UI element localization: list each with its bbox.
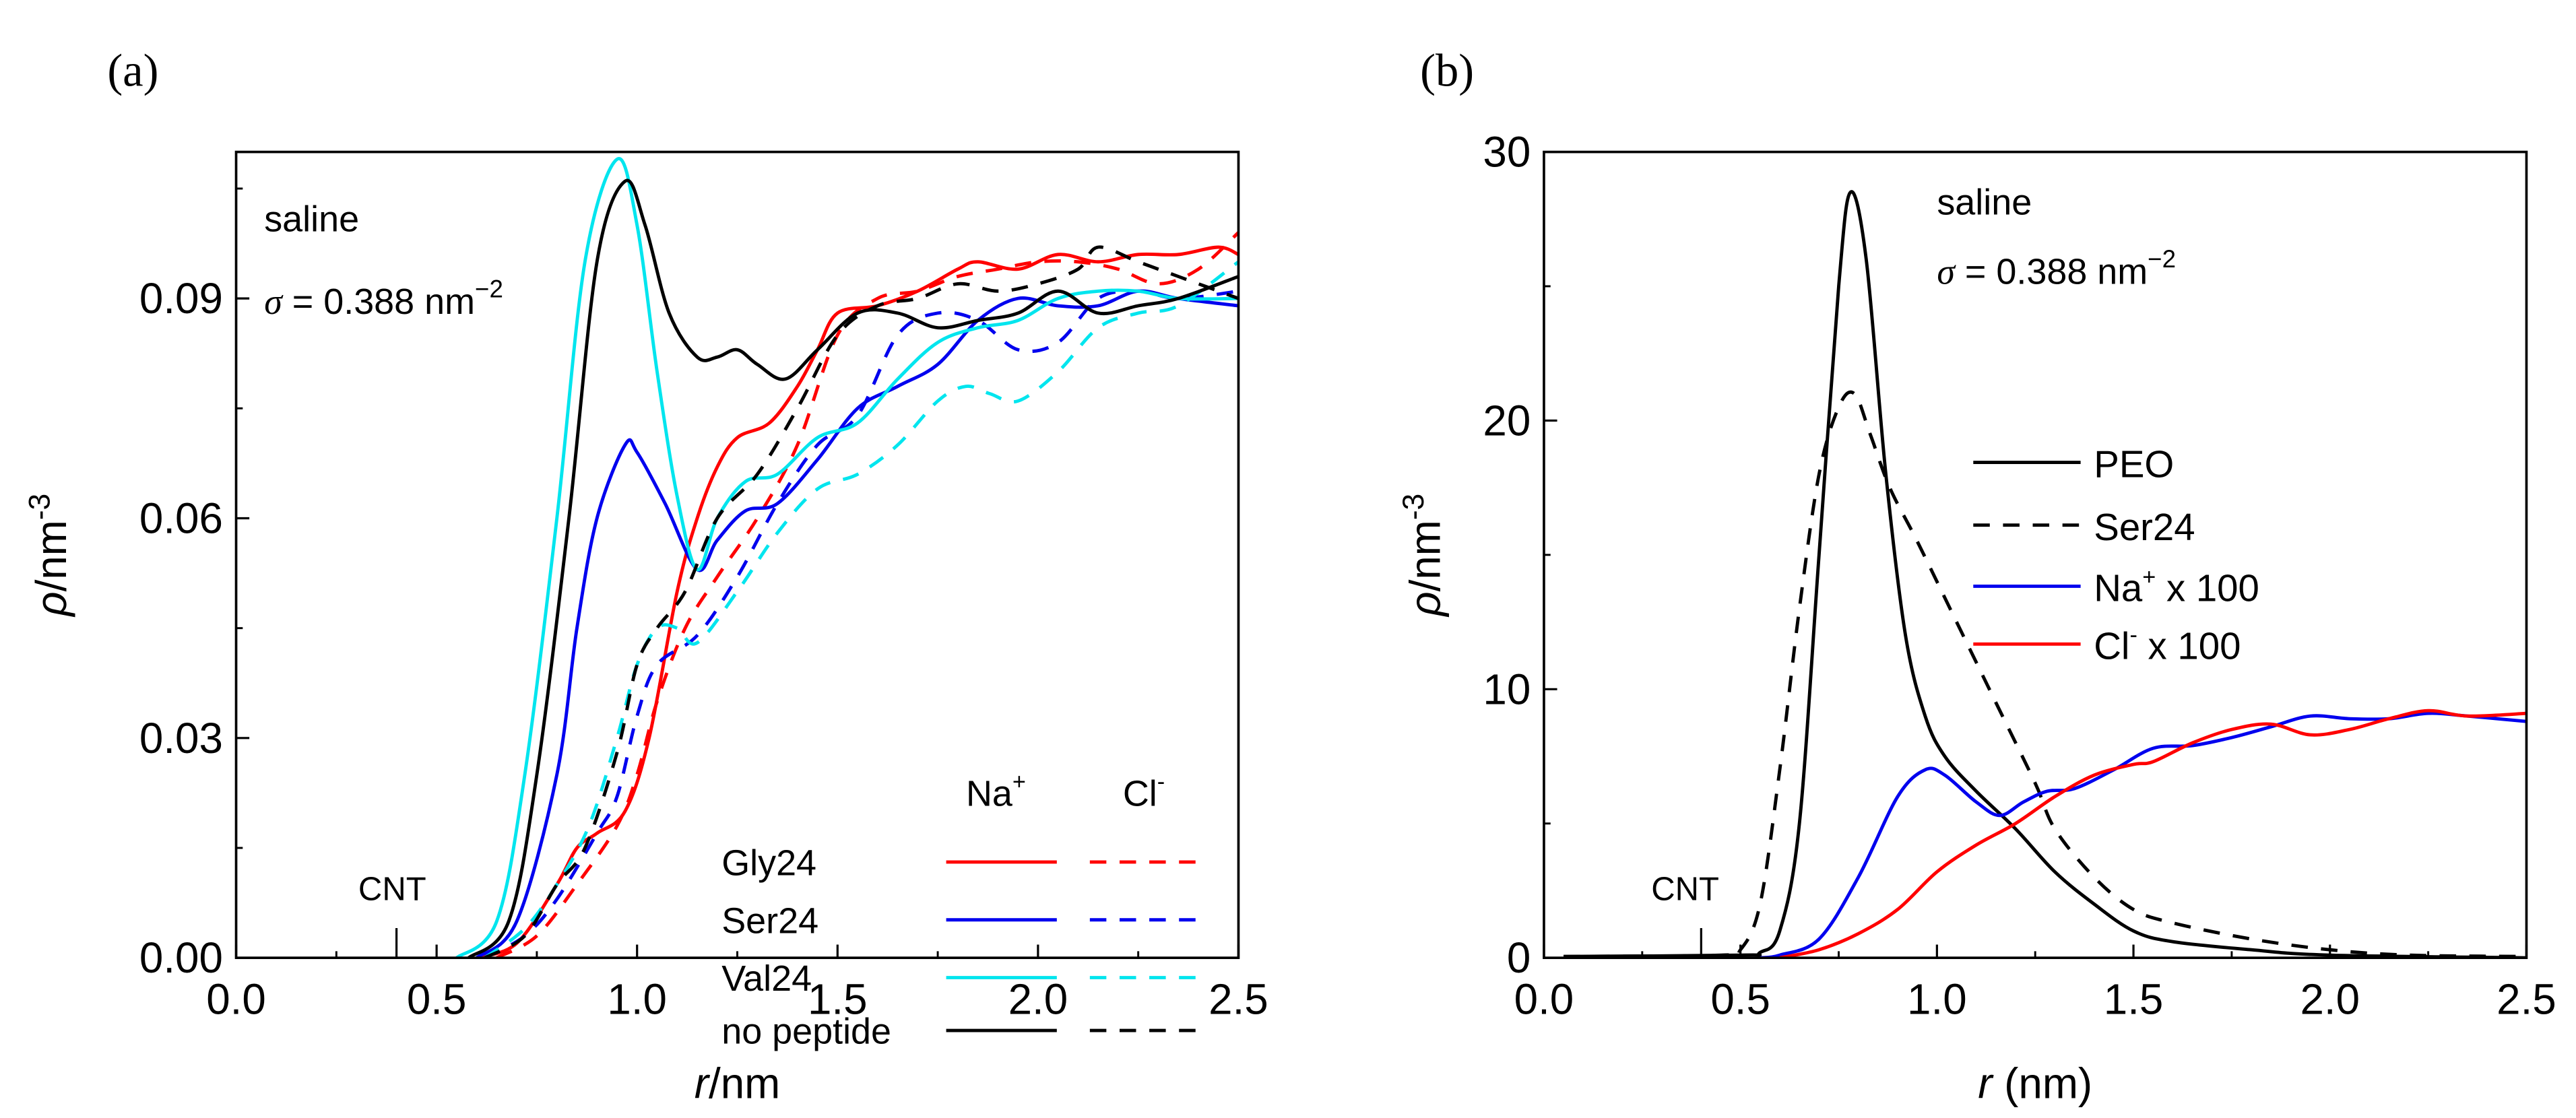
cnt-label: CNT	[1651, 871, 1719, 907]
legend: Na+ Cl- Gly24 Ser24 Val24 no peptide	[721, 769, 1199, 1052]
series-line-val24-cl	[484, 260, 1239, 958]
y-tick-label: 0	[1507, 933, 1531, 982]
legend-label: Ser24	[2094, 506, 2195, 548]
legend-label: Na+ x 100	[2094, 564, 2259, 610]
x-tick-label: 2.5	[1209, 975, 1268, 1024]
sigma-value: = 0.388 nm	[282, 282, 475, 322]
legend-label-suffix: x 100	[2156, 567, 2259, 610]
x-tick-label: 0.0	[206, 975, 266, 1024]
legend-header-cl: Cl-	[1123, 769, 1165, 814]
sigma-value: = 0.388 nm	[1955, 252, 2148, 292]
y-tick-label: 0.09	[139, 274, 223, 323]
y-axis-label: ρ/nm-3	[1397, 494, 1450, 618]
y-tick-label: 30	[1483, 128, 1531, 176]
legend-label: Ser24	[721, 900, 818, 941]
series-line-val24-na	[455, 157, 1239, 958]
x-tick-label: 2.0	[1008, 975, 1068, 1024]
series-line-gly24-cl	[496, 231, 1239, 958]
legend-header-sup: -	[1157, 769, 1165, 795]
legend-label: Val24	[721, 958, 812, 999]
y-axis-label: ρ/nm-3	[24, 494, 76, 618]
x-tick-label: 2.0	[2300, 975, 2360, 1024]
panel-a: (a) 0.0 0.5 1.0 1.5 2.0 2.5 0.00 0.03 0.06 0.09 r/n…	[24, 44, 1268, 1107]
y-axis-label-exponent: -3	[24, 494, 57, 520]
series-line-na-x-100	[1760, 711, 2527, 958]
x-tick-label: 1.0	[1907, 975, 1967, 1024]
y-axis-label-unit: /nm	[1401, 520, 1450, 591]
annotation-saline: saline	[264, 199, 359, 239]
sigma-symbol: σ	[264, 282, 284, 322]
series-line-gly24-na	[476, 245, 1239, 958]
x-tick-label: 0.0	[1514, 975, 1574, 1024]
y-axis-label-unit: /nm	[27, 520, 75, 591]
legend-label-sup: -	[2129, 622, 2137, 648]
x-axis-label: r/nm	[695, 1059, 780, 1108]
plot-frame	[234, 150, 1240, 959]
series-line-ser24-cl	[484, 289, 1239, 958]
legend-header-text: Na	[966, 774, 1012, 814]
series-line-ser24	[1564, 390, 2527, 958]
legend-label-sup: +	[2142, 564, 2156, 590]
cnt-label: CNT	[358, 871, 426, 907]
series-line-peo	[1564, 190, 2527, 958]
annotation-saline: saline	[1937, 183, 2032, 223]
legend-label: Gly24	[721, 843, 816, 884]
x-axis-label-symbol: r	[695, 1059, 711, 1108]
legend-label: Cl- x 100	[2094, 622, 2241, 667]
y-axis-label-exponent: -3	[1397, 494, 1430, 520]
y-tick-label: 20	[1483, 397, 1531, 445]
legend-label-text: Na	[2094, 567, 2143, 610]
series-group	[455, 157, 1239, 958]
x-tick-label: 1.0	[607, 975, 667, 1024]
x-axis-label-symbol: r	[1978, 1059, 1994, 1108]
legend-label: PEO	[2094, 443, 2174, 486]
legend-header-sup: +	[1012, 769, 1026, 795]
y-tick-label: 0.03	[139, 714, 223, 762]
panel-b: (b) 0.0 0.5 1.0 1.5 2.0 2.5 0 10 20 30 r (nm) ρ/nm-3…	[1397, 44, 2556, 1107]
y-tick-label: 0.00	[139, 933, 223, 982]
x-tick-label: 1.5	[2104, 975, 2164, 1024]
series-group	[1564, 190, 2527, 958]
series-line-no-peptide-na	[468, 178, 1239, 958]
x-tick-label: 1.5	[808, 975, 868, 1024]
x-tick-label: 2.5	[2497, 975, 2556, 1024]
y-axis-label-symbol: ρ	[1401, 591, 1450, 618]
panel-label: (b)	[1420, 44, 1474, 96]
y-tick-label: 0.06	[139, 494, 223, 543]
legend-label-text: PEO	[2094, 443, 2174, 486]
legend-label-suffix: x 100	[2137, 624, 2241, 667]
x-tick-label: 0.5	[407, 975, 467, 1024]
sigma-symbol: σ	[1937, 252, 1956, 292]
legend-label: no peptide	[721, 1012, 891, 1052]
y-axis-label-symbol: ρ	[27, 591, 75, 618]
x-axis-label: r (nm)	[1978, 1059, 2092, 1108]
x-tick-label: 0.5	[1710, 975, 1770, 1024]
series-line-ser24-na	[475, 289, 1239, 958]
series-line-cl-x-100	[1779, 709, 2527, 958]
legend-header-text: Cl	[1123, 774, 1157, 814]
panel-label: (a)	[107, 44, 158, 96]
sigma-exponent: −2	[475, 275, 503, 302]
annotation-sigma: σ = 0.388 nm−2	[1937, 245, 2176, 292]
legend-label-text: Cl	[2094, 624, 2129, 667]
y-tick-label: 10	[1483, 665, 1531, 713]
x-axis-label-unit: /nm	[709, 1059, 780, 1108]
annotation-sigma: σ = 0.388 nm−2	[264, 275, 503, 322]
sigma-exponent: −2	[2148, 245, 2176, 273]
legend-label-text: Ser24	[2094, 506, 2195, 548]
series-line-no-peptide-cl	[484, 245, 1239, 958]
x-axis-label-unit: (nm)	[1992, 1059, 2092, 1108]
legend-header-na: Na+	[966, 769, 1026, 814]
